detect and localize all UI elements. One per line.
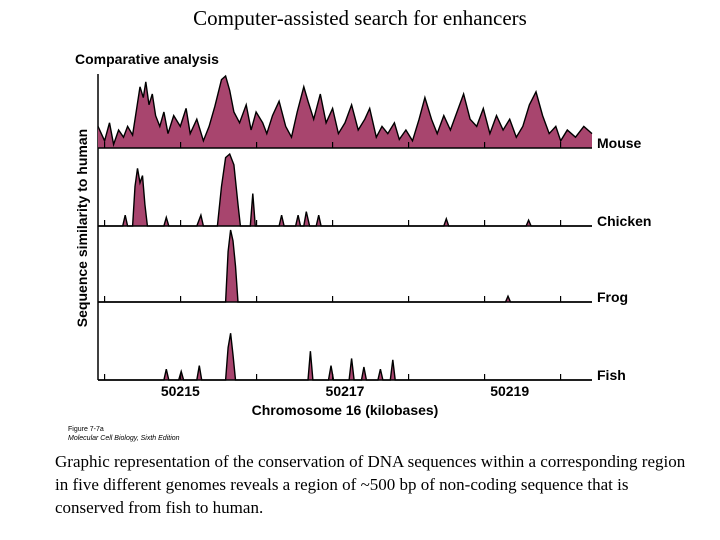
similarity-line-chicken [98, 152, 592, 227]
x-axis-label: Chromosome 16 (kilobases) [252, 402, 439, 418]
similarity-area-mouse [98, 76, 592, 148]
comparative-analysis-figure: Comparative analysis Sequence similarity… [68, 51, 651, 442]
species-label-frog: Frog [597, 289, 628, 305]
track-chicken: Chicken [98, 152, 651, 229]
x-tick-label: 50215 [161, 383, 200, 399]
track-mouse: Mouse [97, 74, 642, 151]
panel-title: Comparative analysis [75, 51, 219, 67]
similarity-area-frog [98, 230, 592, 302]
similarity-line-frog [98, 229, 592, 303]
similarity-line-mouse [97, 74, 593, 148]
species-label-chicken: Chicken [597, 213, 651, 229]
figure-source: Molecular Cell Biology, Sixth Edition [68, 435, 180, 442]
figure-caption: Graphic representation of the conservati… [55, 452, 686, 517]
track-frog: Frog [98, 229, 628, 305]
figure-credit: Figure 7-7a [68, 426, 104, 433]
slide-title: Computer-assisted search for enhancers [193, 6, 527, 30]
species-label-mouse: Mouse [597, 135, 642, 151]
species-label-fish: Fish [597, 367, 626, 383]
similarity-area-fish [98, 333, 592, 380]
similarity-line-fish [98, 333, 592, 381]
y-axis-label: Sequence similarity to human [74, 129, 90, 327]
track-fish: Fish [98, 333, 626, 383]
similarity-area-chicken [98, 154, 592, 226]
x-tick-labels: 50215 50217 50219 [161, 383, 529, 399]
x-tick-label: 50219 [490, 383, 529, 399]
similarity-tracks: Mouse Chicken Frog Fish [97, 74, 651, 383]
x-tick-label: 50217 [326, 383, 365, 399]
